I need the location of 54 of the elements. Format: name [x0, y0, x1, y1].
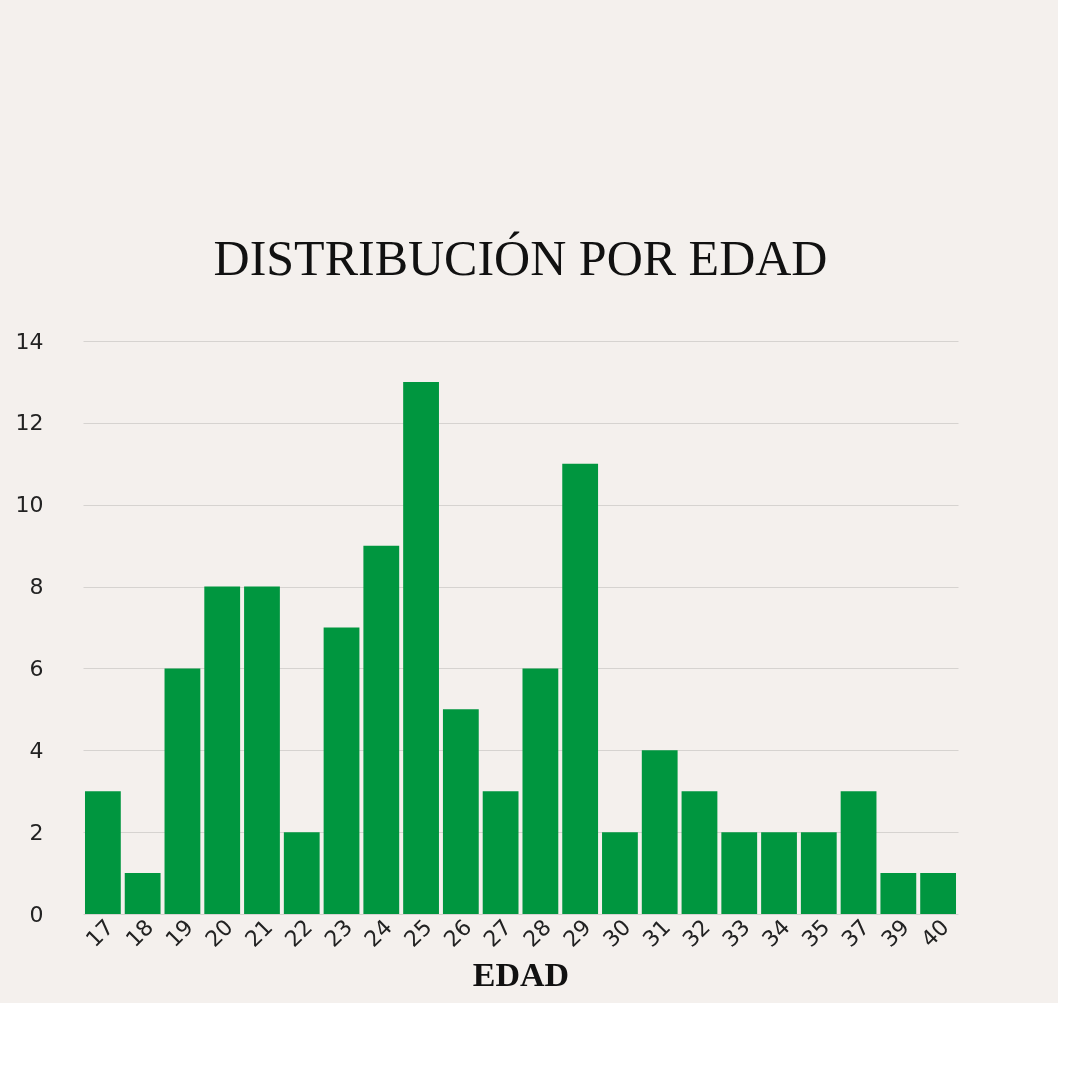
bar — [562, 463, 599, 914]
x-tick-label: 27 — [478, 914, 517, 952]
x-tick-label: 29 — [558, 914, 596, 952]
bar — [880, 873, 917, 914]
x-tick-label: 33 — [717, 914, 755, 952]
y-tick-label: 4 — [29, 737, 44, 763]
bar — [681, 791, 718, 914]
x-tick-label: 25 — [399, 914, 437, 952]
bar — [602, 832, 638, 914]
x-tick-label: 35 — [796, 914, 835, 952]
y-tick-label: 0 — [29, 901, 44, 927]
bar — [244, 586, 280, 914]
y-tick-label: 2 — [29, 819, 44, 845]
x-tick-label: 19 — [160, 914, 198, 952]
x-tick-label: 20 — [200, 914, 238, 952]
bar — [363, 545, 400, 914]
bar — [761, 832, 797, 914]
y-tick-label: 10 — [15, 492, 44, 518]
bar — [800, 832, 837, 914]
x-axis-title: EDAD — [472, 956, 570, 994]
bar — [641, 750, 678, 914]
x-tick-label: 40 — [916, 914, 954, 952]
x-tick-label: 18 — [120, 914, 159, 952]
x-tick-label: 32 — [677, 914, 716, 952]
bar — [482, 791, 519, 914]
bar — [164, 668, 201, 914]
x-tick-label: 26 — [438, 914, 477, 952]
x-tick-label: 31 — [637, 914, 676, 952]
bar — [721, 832, 758, 914]
bar — [124, 873, 161, 914]
x-tick-label: 28 — [518, 914, 556, 952]
x-tick-label: 23 — [319, 914, 358, 952]
bar — [204, 586, 241, 914]
bar — [84, 791, 121, 914]
bar — [403, 381, 439, 914]
bar — [323, 627, 360, 914]
x-tick-label: 22 — [279, 914, 318, 952]
bar — [920, 873, 957, 914]
x-tick-label: 21 — [240, 914, 278, 952]
y-tick-label: 14 — [15, 328, 44, 354]
x-tick-label: 30 — [598, 914, 636, 952]
y-tick-label: 12 — [15, 410, 44, 436]
x-tick-label: 17 — [80, 914, 119, 952]
chart-title: DISTRIBUCIÓN POR EDAD — [213, 230, 828, 286]
x-tick-label: 37 — [836, 914, 875, 952]
bar — [840, 791, 877, 914]
x-tick-label: 24 — [359, 914, 397, 952]
x-tick-label: 34 — [757, 914, 795, 952]
y-tick-label: 8 — [29, 574, 44, 600]
x-tick-label: 39 — [876, 914, 914, 952]
y-tick-label: 6 — [29, 655, 44, 681]
bar — [442, 709, 479, 914]
bar — [283, 832, 320, 914]
bar — [522, 668, 559, 914]
